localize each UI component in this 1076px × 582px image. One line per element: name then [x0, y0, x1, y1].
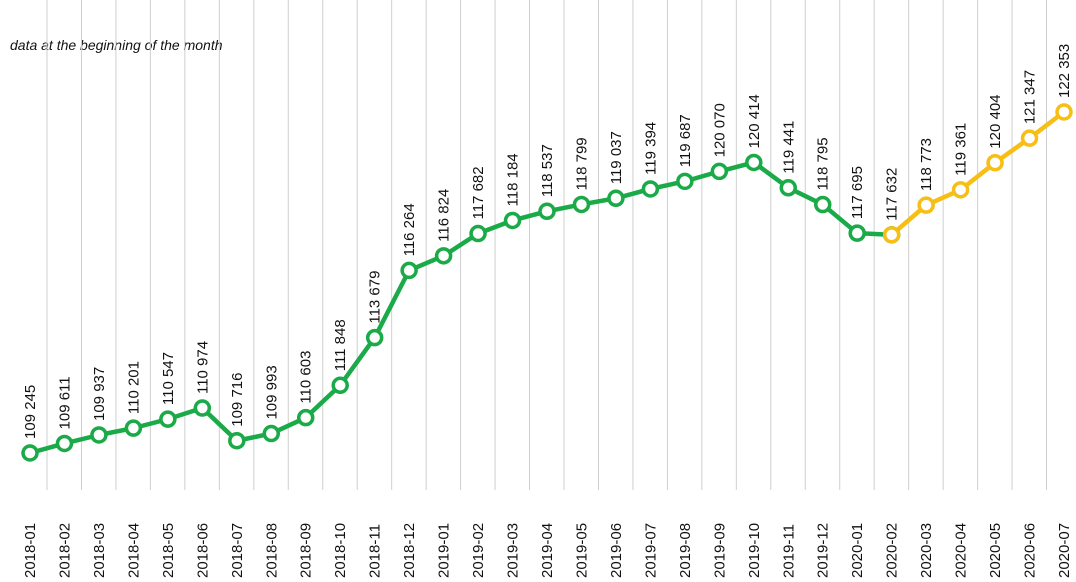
data-label: 109 993 [263, 365, 280, 419]
data-label: 110 201 [125, 361, 142, 414]
point [159, 410, 177, 428]
x-tick-label: 2018-09 [298, 523, 315, 578]
x-tick-label: 2019-05 [573, 523, 590, 578]
data-label: 120 070 [711, 103, 728, 157]
point [813, 195, 832, 214]
point [986, 153, 1004, 172]
x-tick-label: 2019-12 [815, 523, 832, 578]
x-tick-label: 2020-01 [849, 523, 866, 578]
x-tick-label: 2019-08 [677, 523, 694, 578]
x-tick-label: 2020-06 [1022, 523, 1039, 578]
data-label: 120 414 [746, 94, 763, 148]
data-label: 117 682 [470, 166, 487, 219]
x-tick-label: 2020-02 [884, 523, 901, 578]
x-tick-label: 2018-05 [160, 523, 177, 578]
point [55, 434, 74, 453]
data-label: 118 795 [815, 137, 832, 190]
point [572, 195, 591, 214]
data-label: 122 353 [1056, 44, 1073, 98]
x-tick-label: 2018-07 [229, 523, 246, 578]
x-tick-label: 2019-02 [470, 523, 487, 578]
data-label: 119 687 [677, 114, 694, 167]
data-label: 118 184 [505, 153, 522, 206]
data-label: 109 245 [22, 385, 39, 439]
data-label: 117 695 [849, 166, 866, 219]
x-tick-label: 2018-02 [56, 523, 73, 578]
point [296, 408, 315, 427]
data-label: 113 679 [367, 271, 384, 324]
point [917, 196, 935, 214]
point [951, 181, 970, 199]
point [1055, 103, 1073, 121]
x-tick-label: 2018-10 [332, 523, 349, 578]
point [641, 180, 660, 198]
data-label: 111 848 [332, 319, 349, 371]
data-label: 119 394 [642, 122, 659, 175]
point [676, 172, 694, 191]
data-label: 116 824 [436, 189, 453, 242]
data-label: 110 603 [298, 351, 315, 404]
x-tick-label: 2019-06 [608, 523, 625, 578]
data-label: 117 632 [884, 168, 901, 221]
data-label: 118 537 [539, 144, 556, 197]
x-tick-label: 2018-01 [22, 523, 39, 578]
point [434, 247, 453, 265]
point [124, 419, 143, 437]
data-label: 109 611 [56, 376, 73, 429]
point [710, 162, 729, 181]
point [21, 444, 39, 462]
x-tick-label: 2018-08 [263, 523, 280, 578]
point [228, 431, 246, 450]
x-tick-label: 2019-10 [746, 523, 763, 578]
point [538, 202, 556, 221]
point [90, 426, 108, 444]
point [1020, 129, 1039, 147]
x-tick-label: 2018-12 [401, 523, 418, 578]
data-label: 121 347 [1022, 70, 1039, 124]
x-tick-label: 2020-07 [1056, 523, 1073, 578]
data-label: 119 441 [780, 121, 797, 174]
x-tick-label: 2018-11 [367, 524, 384, 578]
point [400, 261, 418, 280]
point [503, 211, 522, 230]
point [262, 424, 281, 443]
data-label: 118 799 [573, 137, 590, 190]
x-tick-label: 2019-03 [505, 523, 522, 578]
data-label: 119 361 [953, 123, 970, 176]
x-tick-label: 2019-11 [780, 524, 797, 578]
data-label: 119 037 [608, 131, 625, 184]
data-label: 109 716 [229, 373, 246, 427]
point [882, 226, 901, 244]
x-tick-label: 2020-05 [987, 523, 1004, 578]
point [848, 224, 866, 242]
point [469, 224, 487, 243]
point [331, 376, 349, 395]
point [607, 189, 625, 208]
data-label: 120 404 [987, 94, 1004, 148]
point [365, 328, 384, 347]
x-tick-label: 2019-04 [539, 523, 556, 578]
point [779, 179, 798, 197]
x-tick-label: 2020-03 [918, 523, 935, 578]
data-label: 110 974 [194, 341, 211, 394]
x-tick-label: 2018-06 [194, 523, 211, 578]
data-label: 116 264 [401, 203, 418, 256]
x-tick-label: 2018-03 [91, 523, 108, 578]
x-tick-label: 2019-09 [711, 523, 728, 578]
x-tick-label: 2020-04 [953, 523, 970, 578]
data-label: 110 547 [160, 352, 177, 405]
x-tick-label: 2019-01 [436, 523, 453, 578]
x-tick-label: 2019-07 [642, 523, 659, 578]
data-label: 109 937 [91, 367, 108, 421]
x-tick-label: 2018-04 [125, 523, 142, 578]
data-label: 118 773 [918, 138, 935, 191]
point [193, 399, 212, 417]
point [745, 153, 763, 172]
